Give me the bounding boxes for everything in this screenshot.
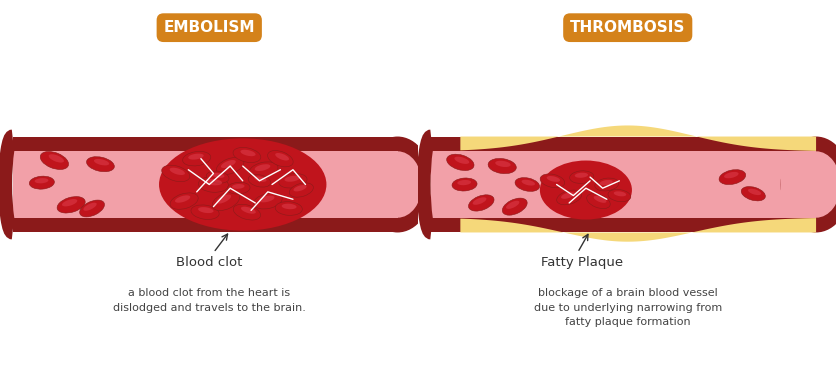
Text: a blood clot from the heart is
dislodged and travels to the brain.: a blood clot from the heart is dislodged… — [113, 288, 305, 313]
Ellipse shape — [206, 171, 229, 183]
Ellipse shape — [233, 204, 260, 220]
Ellipse shape — [506, 201, 519, 209]
Ellipse shape — [293, 185, 306, 192]
Ellipse shape — [198, 207, 213, 213]
Ellipse shape — [373, 151, 421, 218]
Ellipse shape — [456, 180, 471, 185]
Ellipse shape — [791, 151, 836, 218]
Ellipse shape — [232, 148, 261, 162]
Ellipse shape — [34, 178, 48, 183]
Ellipse shape — [593, 196, 606, 203]
Ellipse shape — [249, 162, 278, 177]
Ellipse shape — [94, 159, 109, 165]
Ellipse shape — [254, 164, 270, 171]
Ellipse shape — [79, 200, 104, 217]
Ellipse shape — [446, 154, 473, 170]
Bar — [431, 151, 815, 218]
Ellipse shape — [594, 178, 618, 191]
Ellipse shape — [62, 199, 77, 206]
Ellipse shape — [170, 193, 198, 209]
Ellipse shape — [170, 168, 185, 175]
Ellipse shape — [253, 193, 282, 209]
Ellipse shape — [495, 161, 510, 167]
Ellipse shape — [206, 179, 222, 185]
Ellipse shape — [278, 173, 307, 188]
Ellipse shape — [780, 137, 836, 232]
Text: blockage of a brain blood vessel
due to underlying narrowing from
fatty plaque f: blockage of a brain blood vessel due to … — [533, 288, 721, 327]
Ellipse shape — [188, 154, 203, 160]
Ellipse shape — [182, 151, 211, 166]
Bar — [780, 151, 815, 218]
Ellipse shape — [29, 176, 54, 189]
Ellipse shape — [502, 198, 527, 215]
Ellipse shape — [362, 137, 432, 232]
Ellipse shape — [472, 197, 486, 205]
Ellipse shape — [514, 177, 539, 192]
Ellipse shape — [487, 158, 516, 174]
Ellipse shape — [747, 189, 760, 195]
Ellipse shape — [212, 173, 224, 178]
Ellipse shape — [521, 180, 534, 186]
Polygon shape — [460, 125, 815, 151]
Ellipse shape — [607, 190, 630, 201]
Polygon shape — [460, 218, 815, 242]
Ellipse shape — [227, 182, 250, 194]
Ellipse shape — [546, 176, 559, 182]
Ellipse shape — [289, 183, 313, 197]
Ellipse shape — [159, 138, 326, 231]
Ellipse shape — [248, 175, 270, 187]
Bar — [13, 151, 397, 218]
Text: Blood clot: Blood clot — [176, 256, 242, 269]
Ellipse shape — [569, 171, 593, 183]
Ellipse shape — [258, 196, 274, 202]
Ellipse shape — [454, 156, 469, 164]
Ellipse shape — [723, 172, 737, 178]
Ellipse shape — [539, 174, 564, 188]
Ellipse shape — [217, 158, 243, 175]
Ellipse shape — [161, 165, 190, 182]
Ellipse shape — [284, 176, 299, 182]
Bar — [362, 151, 397, 218]
Ellipse shape — [574, 173, 588, 178]
Ellipse shape — [221, 160, 236, 168]
Ellipse shape — [539, 161, 631, 220]
Ellipse shape — [191, 205, 219, 220]
Ellipse shape — [84, 203, 97, 211]
Ellipse shape — [198, 177, 228, 192]
Ellipse shape — [275, 201, 302, 215]
Ellipse shape — [556, 190, 581, 205]
Ellipse shape — [451, 178, 477, 191]
Ellipse shape — [86, 157, 115, 172]
Ellipse shape — [268, 151, 293, 167]
Ellipse shape — [718, 170, 745, 184]
Ellipse shape — [468, 195, 493, 211]
Ellipse shape — [216, 194, 231, 204]
Ellipse shape — [48, 154, 64, 163]
Text: EMBOLISM: EMBOLISM — [163, 20, 255, 35]
Ellipse shape — [57, 197, 85, 213]
Ellipse shape — [741, 187, 764, 201]
Ellipse shape — [275, 153, 288, 161]
Text: THROMBOSIS: THROMBOSIS — [569, 20, 685, 35]
Bar — [13, 137, 397, 232]
Ellipse shape — [40, 152, 69, 169]
Bar — [431, 137, 815, 232]
Ellipse shape — [175, 195, 190, 203]
Text: Fatty Plaque: Fatty Plaque — [540, 256, 622, 269]
Ellipse shape — [241, 207, 256, 214]
Ellipse shape — [586, 194, 609, 208]
Ellipse shape — [599, 180, 612, 185]
Ellipse shape — [254, 176, 266, 182]
Ellipse shape — [613, 191, 625, 196]
Ellipse shape — [282, 204, 296, 209]
Ellipse shape — [560, 192, 574, 199]
Ellipse shape — [212, 192, 239, 211]
Bar — [780, 137, 815, 232]
Ellipse shape — [240, 150, 255, 156]
Ellipse shape — [232, 184, 244, 189]
Bar — [362, 137, 397, 232]
